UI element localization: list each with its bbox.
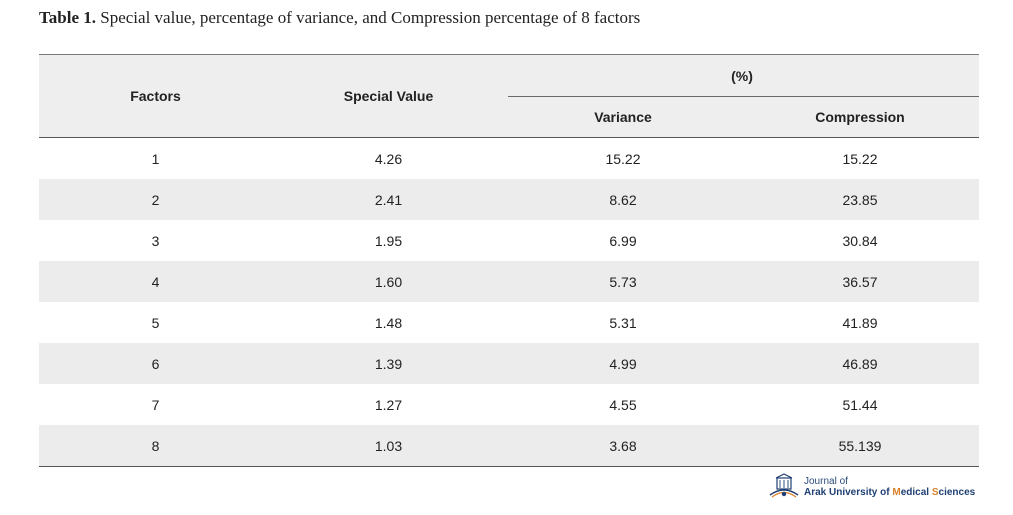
cell-special-value: 2.41 bbox=[272, 179, 505, 220]
cell-factor: 5 bbox=[39, 302, 272, 343]
table-header: Factors Special Value (%) Variance Compr… bbox=[39, 54, 979, 138]
journal-logo: Journal of Arak University of Medical Sc… bbox=[766, 473, 975, 501]
journal-name: Journal of Arak University of Medical Sc… bbox=[804, 476, 975, 498]
cell-variance: 5.73 bbox=[505, 261, 741, 302]
caption-text: Special value, percentage of variance, a… bbox=[100, 8, 641, 27]
data-table-container: Factors Special Value (%) Variance Compr… bbox=[39, 54, 979, 467]
cell-special-value: 1.27 bbox=[272, 384, 505, 425]
cell-compression: 51.44 bbox=[741, 384, 979, 425]
cell-compression: 36.57 bbox=[741, 261, 979, 302]
table-row: 4 1.60 5.73 36.57 bbox=[39, 261, 979, 302]
table-body: 1 4.26 15.22 15.22 2 2.41 8.62 23.85 3 1.95 6.99 30… bbox=[39, 137, 979, 467]
cell-variance: 8.62 bbox=[505, 179, 741, 220]
cell-compression: 41.89 bbox=[741, 302, 979, 343]
cell-special-value: 1.95 bbox=[272, 220, 505, 261]
cell-variance: 6.99 bbox=[505, 220, 741, 261]
cell-compression: 15.22 bbox=[741, 137, 979, 179]
cell-special-value: 1.03 bbox=[272, 425, 505, 467]
cell-compression: 55.139 bbox=[741, 425, 979, 467]
cell-special-value: 1.48 bbox=[272, 302, 505, 343]
header-percent-group: (%) bbox=[505, 54, 979, 97]
cell-factor: 3 bbox=[39, 220, 272, 261]
cell-factor: 8 bbox=[39, 425, 272, 467]
cell-variance: 4.55 bbox=[505, 384, 741, 425]
journal-name-line1: Journal of bbox=[804, 476, 848, 487]
cell-variance: 4.99 bbox=[505, 343, 741, 384]
university-emblem-icon bbox=[769, 473, 799, 498]
cell-special-value: 4.26 bbox=[272, 137, 505, 179]
header-factors: Factors bbox=[39, 54, 272, 138]
table-row: 3 1.95 6.99 30.84 bbox=[39, 220, 979, 261]
table-row: 6 1.39 4.99 46.89 bbox=[39, 343, 979, 384]
cell-variance: 5.31 bbox=[505, 302, 741, 343]
header-compression: Compression bbox=[741, 97, 979, 138]
cell-factor: 1 bbox=[39, 137, 272, 179]
journal-name-line2: Arak University of Medical Sciences bbox=[804, 487, 976, 498]
cell-factor: 2 bbox=[39, 179, 272, 220]
cell-variance: 3.68 bbox=[505, 425, 741, 467]
cell-factor: 4 bbox=[39, 261, 272, 302]
cell-compression: 30.84 bbox=[741, 220, 979, 261]
caption-label: Table 1. bbox=[39, 8, 97, 27]
cell-compression: 23.85 bbox=[741, 179, 979, 220]
table-row: 7 1.27 4.55 51.44 bbox=[39, 384, 979, 425]
cell-factor: 6 bbox=[39, 343, 272, 384]
table-caption: Table 1. Special value, percentage of va… bbox=[39, 8, 640, 28]
table-row: 1 4.26 15.22 15.22 bbox=[39, 137, 979, 179]
header-special-value: Special Value bbox=[272, 54, 505, 138]
cell-compression: 46.89 bbox=[741, 343, 979, 384]
cell-special-value: 1.60 bbox=[272, 261, 505, 302]
cell-special-value: 1.39 bbox=[272, 343, 505, 384]
table-row: 5 1.48 5.31 41.89 bbox=[39, 302, 979, 343]
table-row: 2 2.41 8.62 23.85 bbox=[39, 179, 979, 220]
cell-factor: 7 bbox=[39, 384, 272, 425]
header-variance: Variance bbox=[505, 97, 741, 138]
factors-table: Factors Special Value (%) Variance Compr… bbox=[39, 54, 979, 467]
cell-variance: 15.22 bbox=[505, 137, 741, 179]
table-row: 8 1.03 3.68 55.139 bbox=[39, 425, 979, 467]
